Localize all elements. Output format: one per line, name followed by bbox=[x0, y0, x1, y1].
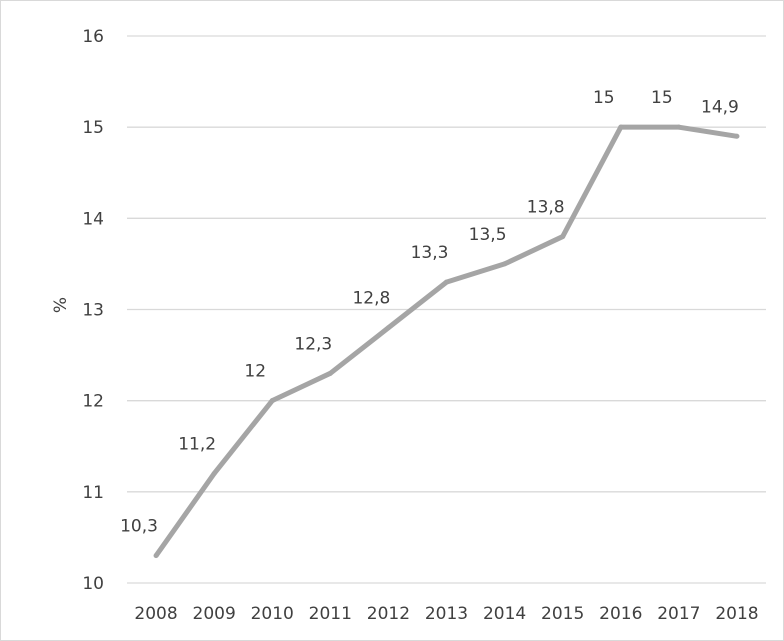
data-label: 12 bbox=[244, 362, 266, 382]
x-axis-tick-labels: 2008 2009 2010 2011 2012 2013 2014 2015 2016 2017… bbox=[134, 604, 758, 624]
x-tick-label: 2009 bbox=[193, 604, 236, 624]
y-tick-label: 10 bbox=[82, 574, 104, 594]
data-label: 12,3 bbox=[294, 334, 332, 354]
data-labels: 10,3 11,2 12 12,3 12,8 13,3 13,5 13,8 15 15 14,9 bbox=[120, 88, 739, 536]
data-label: 10,3 bbox=[120, 517, 158, 537]
y-tick-label: 13 bbox=[82, 301, 104, 321]
x-tick-label: 2013 bbox=[425, 604, 468, 624]
x-tick-label: 2011 bbox=[309, 604, 352, 624]
x-tick-label: 2014 bbox=[483, 604, 526, 624]
x-tick-label: 2018 bbox=[715, 604, 758, 624]
data-point bbox=[269, 398, 275, 404]
data-label: 13,5 bbox=[469, 225, 507, 245]
data-point bbox=[327, 370, 333, 376]
x-tick-label: 2010 bbox=[251, 604, 294, 624]
data-point bbox=[385, 325, 391, 331]
data-point bbox=[502, 261, 508, 267]
data-point bbox=[560, 234, 566, 240]
y-tick-label: 14 bbox=[82, 209, 104, 229]
data-point bbox=[734, 133, 740, 139]
y-tick-label: 15 bbox=[82, 118, 104, 138]
data-point bbox=[618, 124, 624, 130]
x-tick-label: 2016 bbox=[599, 604, 642, 624]
data-point bbox=[211, 471, 217, 477]
data-point bbox=[676, 124, 682, 130]
y-tick-label: 11 bbox=[82, 483, 104, 503]
data-label: 12,8 bbox=[352, 289, 390, 309]
data-label: 11,2 bbox=[178, 435, 216, 455]
data-label: 13,8 bbox=[527, 198, 565, 218]
x-tick-label: 2008 bbox=[134, 604, 177, 624]
data-label: 13,3 bbox=[411, 243, 449, 263]
y-tick-label: 12 bbox=[82, 392, 104, 412]
data-label: 14,9 bbox=[701, 97, 739, 117]
gridlines bbox=[127, 35, 766, 584]
data-label: 15 bbox=[651, 88, 673, 108]
y-tick-label: 16 bbox=[82, 27, 104, 47]
x-tick-label: 2012 bbox=[367, 604, 410, 624]
y-axis-title: % bbox=[51, 297, 71, 313]
data-point bbox=[444, 279, 449, 285]
x-tick-label: 2017 bbox=[657, 604, 700, 624]
y-axis-tick-labels: 10 11 12 13 14 15 16 bbox=[82, 27, 104, 594]
data-point bbox=[153, 553, 159, 559]
series-group bbox=[153, 124, 740, 559]
x-tick-label: 2015 bbox=[541, 604, 584, 624]
data-label: 15 bbox=[593, 88, 615, 108]
